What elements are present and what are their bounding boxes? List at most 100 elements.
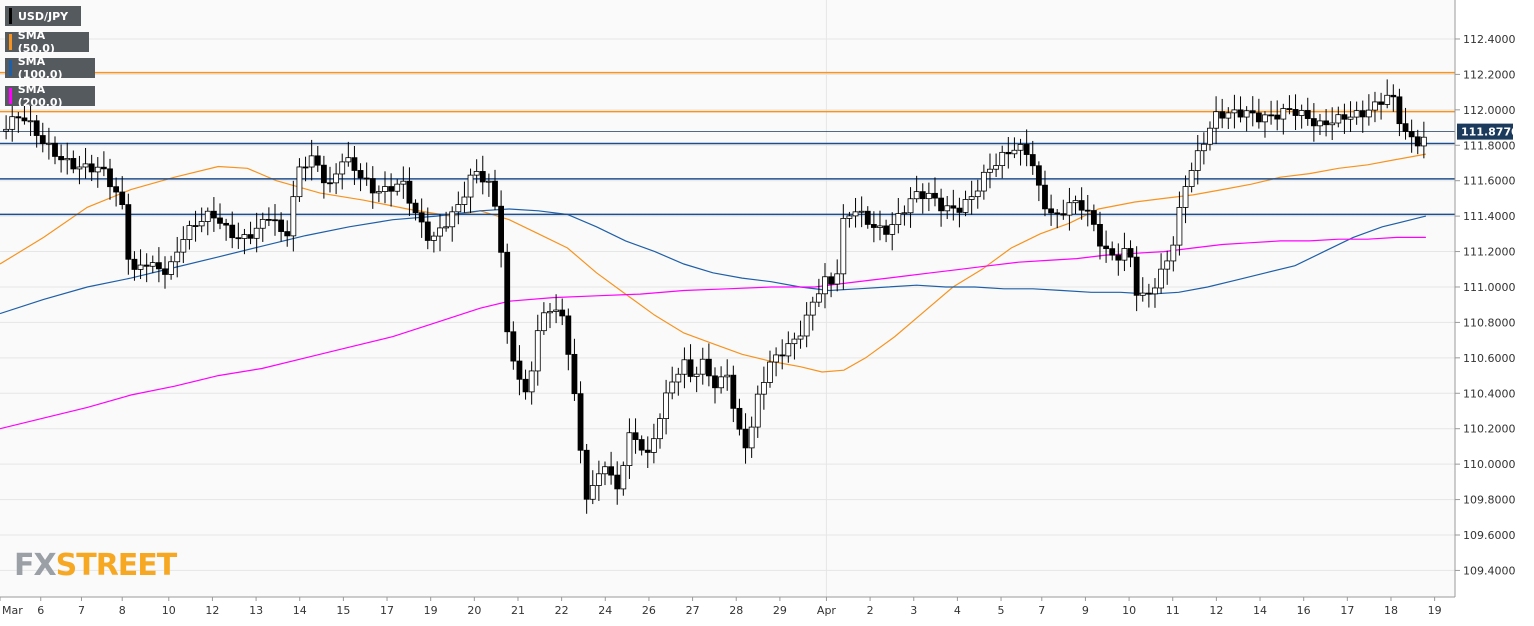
y-tick-label: 112.4000 [1463,33,1516,46]
candle [345,141,352,167]
candle-body [1023,144,1030,155]
candle [547,303,553,329]
candle-body [675,373,682,383]
x-tick-label: 16 [1297,604,1311,617]
candle [822,263,828,309]
candle [253,212,260,253]
legend-swatch [9,88,12,104]
candle [1182,175,1189,224]
candle [186,220,193,250]
y-tick-label: 111.4000 [1463,210,1516,223]
candle-body [620,465,627,490]
x-tick-label: 4 [954,604,961,617]
candle [1145,283,1152,308]
x-tick-label: 3 [910,604,917,617]
candle-body [320,164,327,184]
candle [1164,250,1171,285]
candle [950,189,957,221]
candle-body [913,191,920,200]
candle [119,176,126,210]
candle [131,251,138,281]
candle-body [100,166,107,170]
candle [938,188,944,227]
candle-body [1268,114,1274,117]
candle [712,367,718,404]
candle [113,177,120,207]
candle-body [430,235,437,241]
candle [748,416,755,458]
candle-body [540,312,547,332]
candle-body [1152,287,1158,295]
candle-body [644,449,651,453]
candle [388,173,395,207]
candle-body [375,191,382,194]
candle-body [296,166,303,198]
candle-body [9,116,16,130]
candle [1378,92,1384,120]
axes: 112.4000 112.2000 112.0000 111.8000 111.6000… [0,0,1516,617]
candle [339,153,346,190]
candle-body [1335,114,1342,124]
candle [192,210,199,242]
candle [437,214,443,252]
candle-body [663,392,669,419]
legend-swatch [9,34,12,50]
candle-body [27,120,34,123]
candle-body [1060,213,1067,216]
candle-body [980,171,987,192]
candle-body [785,343,792,357]
candle [1219,98,1226,129]
candle [33,114,40,148]
candle-body [1402,123,1409,132]
candle [858,196,865,228]
candle [461,181,468,213]
candle [27,105,34,136]
candle-body [333,173,340,184]
candle-body [932,192,938,199]
last-price-badge [1457,123,1513,140]
candle-body [589,485,596,500]
candle [577,381,584,464]
candle-body [52,142,58,157]
candle-body [186,225,193,240]
candle-body [418,212,425,223]
candle-body [1011,149,1018,155]
candle-body [773,354,779,363]
candle [1084,194,1091,227]
candle-body [669,381,676,394]
y-tick-label: 111.0000 [1463,281,1516,294]
candle-body [149,262,156,267]
candle [357,163,364,192]
candle-body [516,360,523,380]
x-tick-label: 11 [1166,604,1180,617]
x-tick-label: 7 [78,604,85,617]
candle-body [235,237,242,240]
candle [571,338,578,401]
candle [638,435,645,456]
candle [504,243,511,344]
candle-body [1304,110,1311,119]
candle-body [595,473,602,486]
candle [620,461,627,496]
candle [913,175,920,203]
candle [1035,161,1042,202]
y-tick-label: 109.6000 [1463,529,1516,542]
y-tick-label: 111.2000 [1463,246,1516,259]
candle [320,155,327,199]
candle [1249,96,1256,127]
candle-body [1103,245,1109,250]
candle-body [534,330,541,372]
logo-fx: FX [14,548,57,583]
candle-body [467,174,474,198]
candle-body [351,157,358,171]
candle [559,298,566,326]
candle [235,222,242,249]
candle-body [956,207,963,213]
candle-body [724,374,731,378]
candle [58,144,65,173]
candle-body [485,180,492,183]
candle-body [155,262,162,270]
x-tick-label: 17 [1340,604,1354,617]
candle [479,155,486,195]
candle-body [950,205,957,209]
